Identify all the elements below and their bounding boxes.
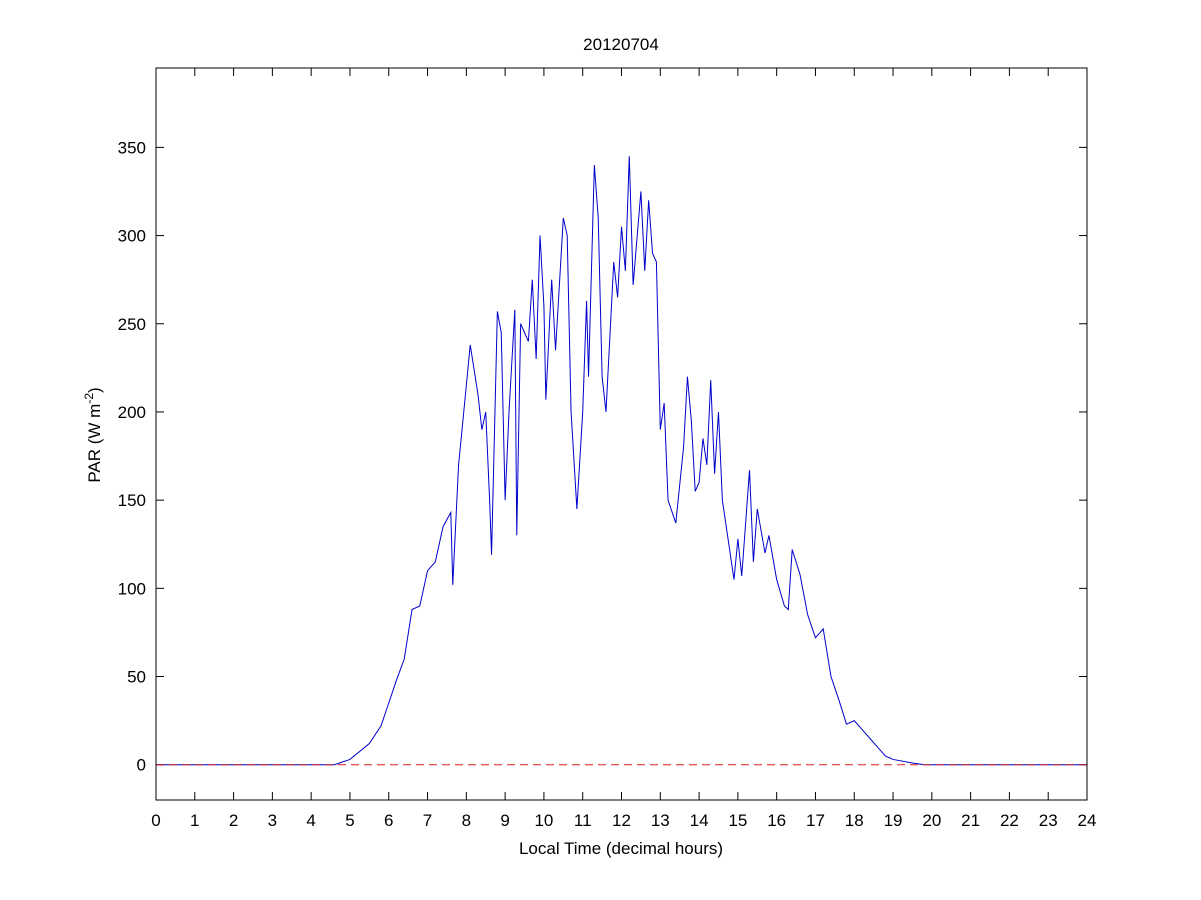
y-tick-label: 0: [137, 756, 146, 775]
x-tick-label: 9: [500, 811, 509, 830]
y-tick-label: 50: [127, 668, 146, 687]
data-line: [156, 156, 1087, 766]
x-axis-label: Local Time (decimal hours): [519, 839, 723, 858]
x-tick-label: 21: [961, 811, 980, 830]
x-tick-label: 23: [1039, 811, 1058, 830]
plot-frame: [155, 67, 1088, 801]
x-tick-label: 24: [1078, 811, 1097, 830]
x-tick-label: 6: [384, 811, 393, 830]
y-tick-label: 250: [118, 315, 146, 334]
x-tick-label: 11: [574, 811, 592, 830]
x-tick-label: 5: [345, 811, 354, 830]
x-tick-label: 4: [306, 811, 315, 830]
y-tick-label: 300: [118, 227, 146, 246]
x-tick-label: 15: [728, 811, 747, 830]
x-tick-label: 12: [612, 811, 631, 830]
x-tick-label: 13: [651, 811, 670, 830]
x-tick-label: 20: [922, 811, 941, 830]
y-tick-label: 200: [118, 403, 146, 422]
y-label-main: PAR (W m: [85, 404, 104, 483]
x-tick-label: 3: [268, 811, 277, 830]
x-tick-label: 19: [884, 811, 903, 830]
x-tick-label: 22: [1000, 811, 1019, 830]
x-tick-label: 17: [806, 811, 825, 830]
x-tick-label: 14: [690, 811, 709, 830]
x-tick-label: 7: [423, 811, 432, 830]
y-label-end: ): [85, 387, 104, 393]
y-tick-label: 350: [118, 138, 146, 157]
x-tick-label: 10: [534, 811, 553, 830]
x-tick-label: 18: [845, 811, 864, 830]
y-label-exponent: -2: [82, 393, 96, 404]
x-tick-label: 2: [229, 811, 238, 830]
y-axis-label: PAR (W m-2): [82, 387, 104, 482]
x-tick-label: 1: [190, 811, 199, 830]
x-tick-label: 8: [462, 811, 471, 830]
chart-title: 20120704: [583, 35, 659, 54]
x-tick-label: 16: [767, 811, 786, 830]
y-tick-label: 150: [118, 491, 146, 510]
y-tick-label: 100: [118, 579, 146, 598]
x-tick-label: 0: [151, 811, 160, 830]
